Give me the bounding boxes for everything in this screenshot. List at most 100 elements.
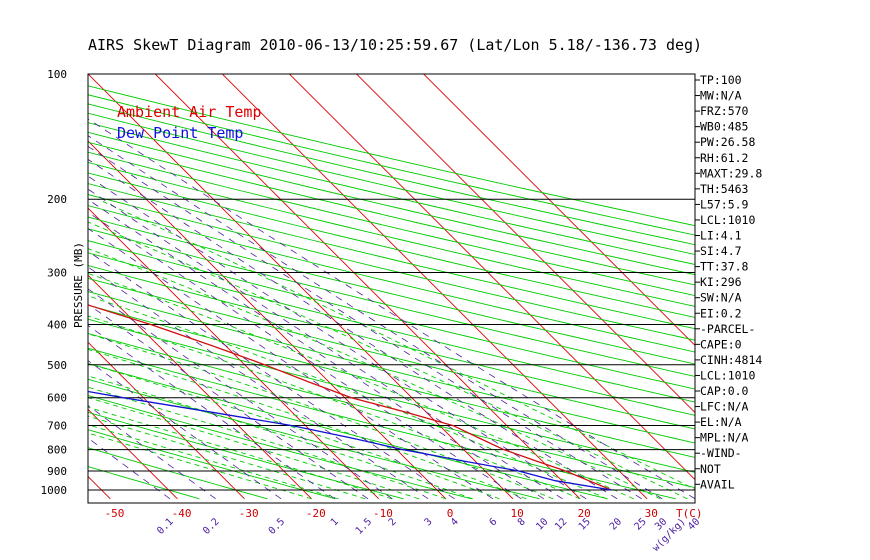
dry-adiabat-line [88,240,695,390]
legend: Ambient Air Temp Dew Point Temp [117,103,262,142]
isotherm-line [88,408,178,500]
dry-adiabat-line [88,183,695,330]
isotherm-line [88,274,312,500]
dry-adiabat-line [88,161,695,307]
isotherm-line [88,341,245,500]
pressure-tick-label: 400 [47,318,67,331]
chart-title: AIRS SkewT Diagram 2010-06-13/10:25:59.6… [88,36,703,54]
side-index-label: LCL:1010 [700,213,755,227]
bottom-temp-tick-label: -10 [373,507,393,520]
temperature-profile-line [88,304,612,491]
y-axis-label: PRESSURE (MB) [72,242,85,328]
mixing-ratio-line [88,266,429,500]
dry-adiabat-line [88,194,695,341]
mixing-ratio-tick-label: 4 [449,516,461,528]
side-index-label: TP:100 [700,73,742,87]
legend-entry: Ambient Air Temp [117,103,262,121]
pressure-tick-label: 200 [47,193,67,206]
dry-adiabat-line [88,277,695,430]
isotherm-line [221,74,648,500]
side-index-label: FRZ:570 [700,104,749,118]
pressure-tick-label: 300 [47,266,67,279]
dry-adiabat-line [88,318,695,473]
mixing-ratio-line [88,437,171,500]
plot-frame [87,73,696,504]
dry-adiabat-line [88,151,695,297]
moist-adiabat-line [88,295,608,500]
isotherms [88,74,695,500]
moist-adiabat-line [88,415,366,500]
isobars [88,73,695,491]
moist-adiabat-line [88,272,634,500]
side-index-label: MPL:N/A [700,431,749,445]
bottom-temp-tick-label: -20 [306,507,326,520]
dry-adiabat-line [88,395,472,500]
pressure-tick-label: 100 [47,68,67,81]
moist-adiabat-line [88,432,312,500]
dry-adiabat-line [88,205,695,353]
side-index-label: WB0:485 [700,120,748,134]
isotherm-line [88,207,380,500]
dry-adiabat-line [88,378,540,500]
profiles [88,304,612,491]
isotherm-line [288,74,695,481]
pressure-axis: 100 200 300 400 500 600 700 800 900 1000 PRESSURE … [41,68,86,497]
mixing-ratio-tick-label: 12 [553,516,569,532]
side-index-label: L57:5.9 [700,197,749,211]
dewpoint-profile-line [88,390,612,491]
mixing-ratio-line [88,199,545,500]
moist-adiabat-line [88,362,500,500]
moist-adiabat-line [88,424,339,500]
moist-adiabats [88,198,695,500]
temperature-unit-label: T(C) [676,507,703,520]
pressure-tick-label: 600 [47,392,67,405]
mixing-ratio-line [88,288,393,500]
side-index-label: -WIND- [700,446,742,460]
dry-adiabat-line [88,332,695,489]
dry-adiabat-line [88,122,695,265]
mixing-ratio-line [88,250,455,500]
mixing-ratio-tick-label: 0.5 [267,516,288,537]
side-index-label: -PARCEL- [700,322,755,336]
side-index-label: LFC:N/A [700,400,749,414]
bottom-temp-tick-label: 0 [447,507,454,520]
dry-adiabat-line [88,131,695,276]
mixing-ratio-line [88,135,663,500]
side-index-label: EL:N/A [700,415,742,429]
bottom-temp-tick-label: -50 [105,507,125,520]
side-index-label: SI:4.7 [700,244,742,258]
mixing-ratio-line [88,175,587,500]
side-index-label: NOT [700,462,721,476]
isotherm-line [154,74,581,500]
dry-adiabat-line [88,466,200,500]
pressure-tick-label: 900 [47,465,67,478]
side-index-label: MW:N/A [700,89,742,103]
dry-adiabat-line [88,216,695,365]
dry-adiabat-line [88,363,608,500]
mixing-ratio-tick-label: 3 [423,516,435,528]
bottom-temp-tick-label: 20 [578,507,591,520]
moist-adiabat-line [88,333,554,500]
mixing-ratio-line [88,324,336,500]
mixing-ratio-line [88,158,618,500]
side-index-label: PW:26.58 [700,135,755,149]
side-index-label: CAPE:0 [700,337,742,351]
isotherm-line [355,74,695,414]
moist-adiabat-line [88,315,581,500]
side-index-label: AVAIL [700,477,735,491]
isotherm-line [88,74,514,500]
side-index-label: LCL:1010 [700,368,755,382]
dry-adiabat-line [88,252,695,403]
mixing-ratio-tick-label: 2 [387,516,399,528]
dry-adiabat-line [88,103,695,246]
side-index-label: CAP:0.0 [700,384,749,398]
side-index-label: RH:61.2 [700,151,748,165]
mixing-ratio-line [88,188,563,500]
mixing-ratio-line [88,145,643,500]
side-index-label: EI:0.2 [700,306,742,320]
mixing-ratio-tick-label: 10 [534,516,550,532]
side-index-label: TH:5463 [700,182,749,196]
